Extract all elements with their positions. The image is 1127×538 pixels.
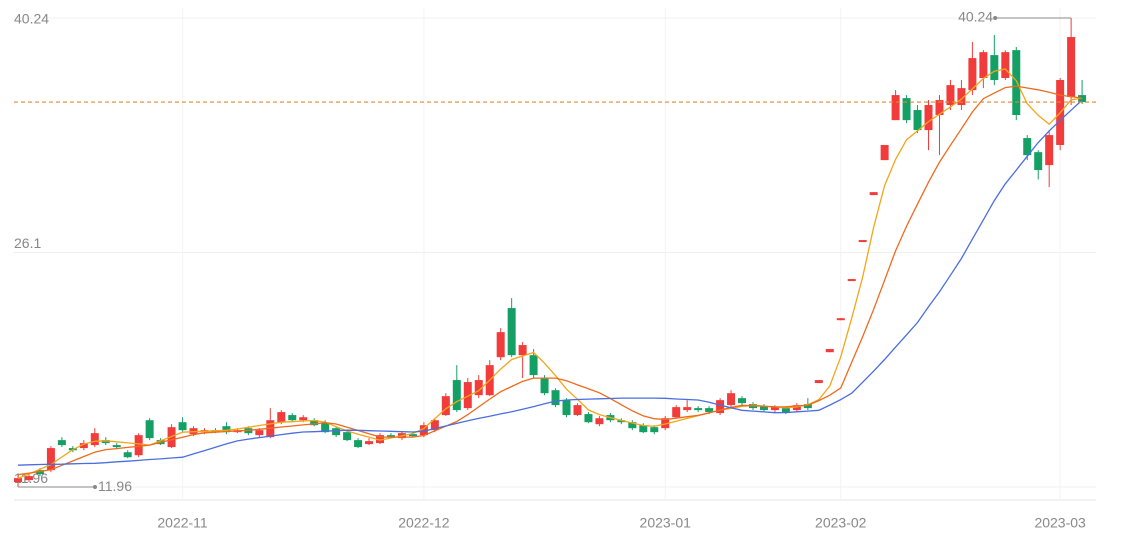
- x-tick-label: 2022-12: [398, 515, 450, 531]
- candle-body: [1067, 37, 1076, 98]
- moving-average-line: [17, 99, 1083, 466]
- candle-body: [134, 435, 143, 456]
- candle-body: [321, 423, 330, 433]
- candle-body: [1045, 135, 1054, 166]
- candle-body: [792, 405, 801, 411]
- candle-body: [14, 478, 22, 483]
- candle-body: [957, 88, 966, 106]
- candle-body: [979, 52, 988, 79]
- candle-body: [770, 407, 779, 411]
- candle-body: [891, 95, 900, 121]
- candle-body: [112, 445, 121, 448]
- candle-body: [496, 332, 505, 358]
- candle-body: [1001, 52, 1010, 79]
- candle-body: [639, 425, 648, 433]
- x-tick-label: 2022-11: [157, 515, 208, 531]
- candle-body: [617, 420, 626, 423]
- max-marker-dot: [993, 15, 998, 20]
- candle-body: [1034, 152, 1043, 171]
- candle-body: [57, 440, 66, 446]
- candle-body: [441, 396, 450, 416]
- candle-body: [46, 448, 55, 471]
- candle-body: [913, 110, 922, 131]
- candle-body: [365, 441, 374, 445]
- candle-body: [430, 420, 439, 431]
- candle-body: [990, 55, 999, 80]
- candle-body: [332, 428, 341, 436]
- candle-body: [255, 430, 264, 436]
- candle-body: [595, 418, 604, 425]
- candle-body: [562, 400, 571, 416]
- candle-body: [507, 308, 516, 356]
- plot: 11.96 26.1 40.24 2022-11 2022-12 2023-01 2023-…: [14, 8, 1096, 531]
- candle-body: [24, 476, 33, 481]
- candle-body: [814, 380, 823, 384]
- candle-body: [650, 427, 659, 433]
- candle-body: [386, 435, 395, 438]
- min-marker-dot: [93, 485, 97, 490]
- candle-body: [419, 425, 428, 436]
- candle-body: [825, 349, 834, 353]
- candle-body: [694, 408, 703, 411]
- candle-body: [672, 407, 681, 418]
- candle-body: [551, 390, 560, 406]
- candle-body: [277, 412, 286, 423]
- candle-body: [452, 380, 461, 411]
- candle-body: [1023, 138, 1032, 156]
- candle-body: [1012, 50, 1021, 115]
- candle-body: [529, 355, 538, 376]
- candle-body: [310, 420, 319, 426]
- candle-body: [584, 414, 593, 423]
- candle-body: [727, 393, 736, 406]
- candle-body: [759, 406, 768, 411]
- candle-body: [738, 398, 747, 404]
- candle-body: [661, 418, 670, 429]
- candle-body: [902, 98, 911, 121]
- candle-body: [924, 105, 933, 131]
- max-label: 40.24: [958, 9, 993, 25]
- candle-body: [836, 318, 845, 321]
- candle-body: [123, 452, 132, 458]
- candle-body: [376, 435, 385, 444]
- moving-average-line: [17, 68, 1083, 480]
- candle-body: [880, 145, 889, 161]
- candle-body: [781, 408, 790, 413]
- candle-body: [716, 400, 725, 414]
- candle-body: [705, 408, 714, 413]
- candle-body: [145, 420, 154, 439]
- moving-average-line: [17, 85, 1083, 476]
- x-tick-label: 2023-02: [815, 515, 867, 531]
- candle-body: [178, 422, 187, 431]
- candle-body: [288, 415, 297, 421]
- candle-body: [683, 407, 692, 411]
- candle-body: [968, 58, 977, 91]
- candle-body: [299, 417, 308, 421]
- min-label: 11.96: [98, 478, 132, 494]
- x-tick-label: 2023-01: [640, 515, 692, 531]
- x-tick-label: 2023-03: [1034, 515, 1086, 531]
- candle-body: [79, 443, 88, 449]
- candle-body: [847, 279, 856, 282]
- candle-body: [803, 404, 812, 409]
- candle-body: [858, 240, 867, 243]
- candle-body: [408, 434, 417, 437]
- candle-body: [628, 422, 637, 429]
- candle-body: [540, 378, 549, 394]
- y-tick-label: 26.1: [14, 235, 41, 251]
- candle-body: [222, 426, 231, 433]
- candle-body: [935, 100, 944, 115]
- candle-body: [354, 440, 363, 448]
- candle-body: [946, 85, 955, 106]
- candle-body: [869, 192, 878, 196]
- candle-body: [518, 345, 527, 356]
- candle-body: [90, 433, 99, 446]
- candle-body: [474, 380, 483, 396]
- candle-body: [573, 405, 582, 416]
- candle-body: [101, 440, 110, 444]
- candle-body: [343, 432, 352, 441]
- candle-body: [463, 382, 472, 409]
- y-tick-label: 40.24: [14, 11, 49, 27]
